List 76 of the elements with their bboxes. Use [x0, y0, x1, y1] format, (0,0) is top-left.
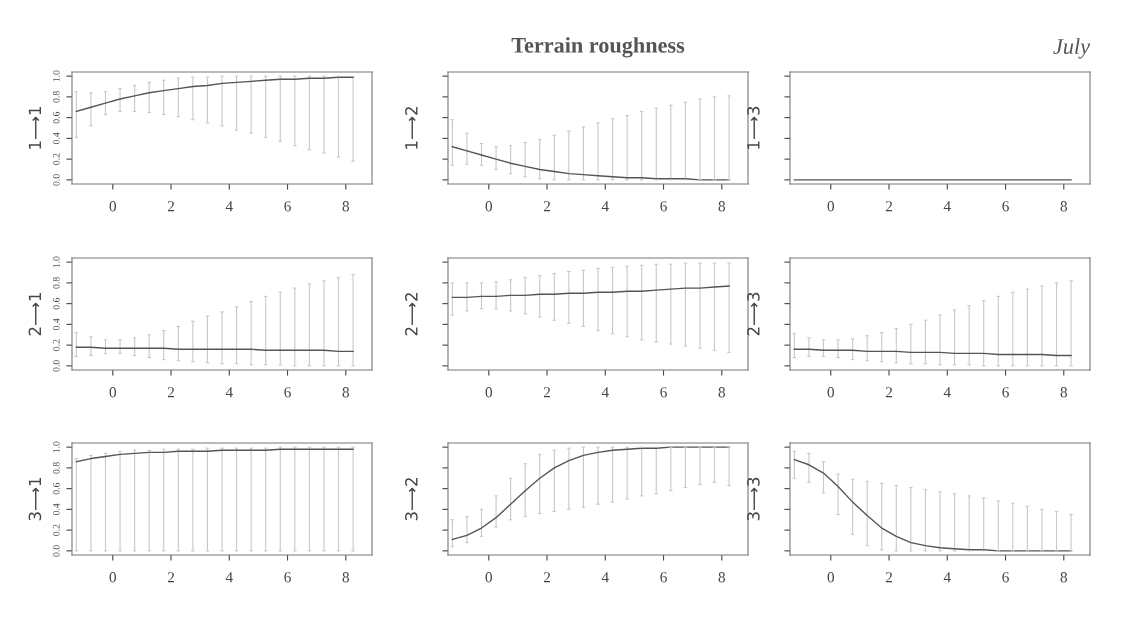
x-tick-label: 6 [284, 572, 291, 583]
x-tick-label: 2 [543, 387, 551, 398]
y-axis-title: 2⟶2 [405, 293, 418, 336]
y-tick-label: 0.8 [53, 91, 60, 103]
x-tick-label: 4 [601, 387, 609, 398]
y-axis-title: 1⟶3 [747, 106, 760, 149]
y-axis-title: 3⟶2 [405, 478, 418, 521]
x-tick-label: 6 [1002, 572, 1009, 583]
x-tick-label: 2 [885, 387, 893, 398]
x-tick-label: 2 [167, 201, 175, 212]
x-tick-label: 8 [342, 201, 350, 212]
y-tick-label: 0.0 [53, 545, 60, 557]
x-tick-label: 6 [660, 387, 667, 398]
x-tick-label: 6 [284, 201, 291, 212]
x-tick-label: 4 [943, 201, 951, 212]
x-tick-label: 2 [167, 387, 175, 398]
x-tick-label: 4 [225, 387, 233, 398]
x-tick-label: 2 [543, 572, 551, 583]
y-axis-title: 1⟶2 [405, 107, 418, 149]
x-tick-label: 6 [660, 572, 667, 583]
line-series [75, 76, 354, 113]
x-tick-label: 0 [827, 572, 835, 583]
x-tick-label: 6 [660, 201, 667, 212]
x-tick-label: 4 [601, 572, 609, 583]
y-axis-title: 2⟶3 [747, 292, 760, 336]
y-tick-label: 1.0 [53, 441, 60, 453]
y-tick-label: 0.6 [53, 482, 60, 495]
x-tick-label: 2 [885, 572, 893, 583]
x-tick-label: 0 [109, 572, 117, 583]
x-tick-label: 4 [225, 201, 233, 212]
y-tick-label: 0.4 [53, 132, 60, 145]
x-tick-label: 8 [1060, 387, 1068, 398]
chart-title: Terrain roughness [511, 37, 685, 58]
y-axis-title: 1⟶1 [28, 106, 41, 149]
y-tick-label: 0.4 [53, 503, 60, 516]
x-tick-label: 0 [485, 572, 493, 583]
y-axis-title: 3⟶1 [28, 477, 42, 521]
y-tick-label: 0.8 [53, 462, 60, 474]
y-axis-title: 3⟶3 [747, 477, 760, 521]
x-tick-label: 4 [225, 572, 233, 583]
y-tick-label: 0.4 [53, 318, 60, 331]
x-tick-label: 0 [485, 201, 493, 212]
x-tick-label: 2 [885, 201, 893, 212]
x-tick-label: 4 [943, 387, 951, 398]
y-tick-label: 1.0 [53, 256, 60, 268]
y-tick-label: 0.2 [53, 339, 60, 351]
y-tick-label: 0.2 [53, 153, 60, 165]
text: July [1053, 38, 1091, 59]
x-tick-label: 8 [718, 572, 726, 583]
line-series [75, 448, 354, 463]
x-tick-label: 8 [718, 201, 726, 212]
x-tick-label: 2 [543, 201, 551, 212]
y-tick-label: 0.6 [53, 111, 60, 124]
y-tick-label: 0.6 [53, 297, 60, 310]
x-tick-label: 0 [109, 201, 117, 212]
x-tick-label: 0 [827, 201, 835, 212]
x-tick-label: 8 [342, 572, 350, 583]
x-tick-label: 6 [284, 387, 291, 398]
x-tick-label: 0 [485, 387, 493, 398]
x-tick-label: 4 [943, 572, 951, 583]
x-tick-label: 0 [109, 387, 117, 398]
y-tick-label: 0.2 [53, 524, 60, 536]
x-tick-label: 4 [601, 201, 609, 212]
x-tick-label: 8 [1060, 201, 1068, 212]
y-tick-label: 0.0 [53, 174, 60, 186]
y-tick-label: 1.0 [53, 70, 60, 82]
x-tick-label: 0 [827, 387, 835, 398]
y-axis-title: 2⟶1 [28, 292, 41, 336]
y-tick-label: 0.8 [53, 277, 60, 289]
x-tick-label: 2 [167, 572, 175, 583]
x-tick-label: 8 [342, 387, 350, 398]
x-tick-label: 6 [1002, 201, 1009, 212]
x-tick-label: 8 [1060, 572, 1068, 583]
x-tick-label: 6 [1002, 387, 1009, 398]
x-tick-label: 8 [718, 387, 726, 398]
y-tick-label: 0.0 [53, 360, 60, 372]
